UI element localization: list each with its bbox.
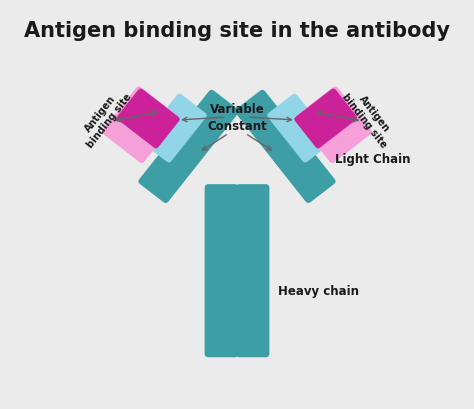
Text: Antigen binding site in the antibody: Antigen binding site in the antibody: [24, 21, 450, 41]
Text: Variable: Variable: [210, 103, 264, 116]
FancyBboxPatch shape: [235, 90, 336, 204]
Text: Constant: Constant: [207, 120, 267, 133]
FancyBboxPatch shape: [138, 90, 239, 204]
FancyBboxPatch shape: [142, 94, 207, 163]
Text: Light Chain: Light Chain: [336, 153, 411, 166]
Text: Heavy chain: Heavy chain: [278, 285, 359, 298]
FancyBboxPatch shape: [117, 89, 180, 149]
Text: Antigen
binding site: Antigen binding site: [76, 84, 134, 149]
FancyBboxPatch shape: [296, 87, 372, 164]
FancyBboxPatch shape: [102, 87, 178, 164]
FancyBboxPatch shape: [236, 185, 269, 357]
FancyBboxPatch shape: [294, 89, 357, 149]
FancyBboxPatch shape: [267, 94, 332, 163]
Text: Antigen
binding site: Antigen binding site: [340, 84, 398, 149]
FancyBboxPatch shape: [205, 185, 238, 357]
